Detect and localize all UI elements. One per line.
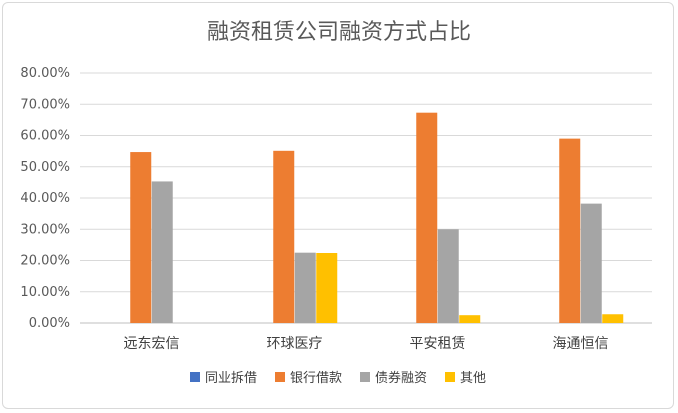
y-tick-label: 20.00%: [20, 254, 70, 269]
y-tick-label: 50.00%: [20, 160, 70, 175]
x-category-label: 远东宏信: [124, 336, 180, 352]
legend-label: 其他: [460, 371, 486, 386]
y-tick-label: 30.00%: [20, 222, 70, 237]
chart-title: 融资租赁公司融资方式占比: [206, 20, 471, 45]
y-tick-label: 60.00%: [20, 129, 70, 144]
bar: [559, 138, 581, 323]
y-tick-label: 40.00%: [20, 191, 70, 206]
x-category-label: 海通恒信: [553, 336, 609, 352]
bar: [580, 203, 602, 323]
legend-swatch: [275, 372, 285, 382]
legend-swatch: [360, 372, 370, 382]
y-tick-label: 70.00%: [20, 97, 70, 112]
x-category-label: 平安租赁: [410, 336, 466, 352]
legend-swatch: [190, 372, 200, 382]
bar: [602, 314, 624, 323]
bar: [294, 252, 316, 323]
bar: [437, 229, 459, 323]
y-tick-label: 10.00%: [20, 285, 70, 300]
y-tick-label: 0.00%: [29, 316, 70, 331]
bar: [416, 112, 438, 323]
bar: [316, 253, 338, 323]
bar: [459, 315, 481, 323]
x-category-label: 环球医疗: [267, 336, 323, 352]
bar: [273, 150, 295, 323]
legend-label: 同业拆借: [205, 371, 257, 386]
bar: [130, 152, 152, 323]
bar: [151, 181, 173, 323]
y-tick-label: 80.00%: [20, 66, 70, 81]
legend-label: 债券融资: [375, 370, 427, 386]
legend-label: 银行借款: [290, 371, 342, 386]
legend-swatch: [445, 372, 455, 382]
